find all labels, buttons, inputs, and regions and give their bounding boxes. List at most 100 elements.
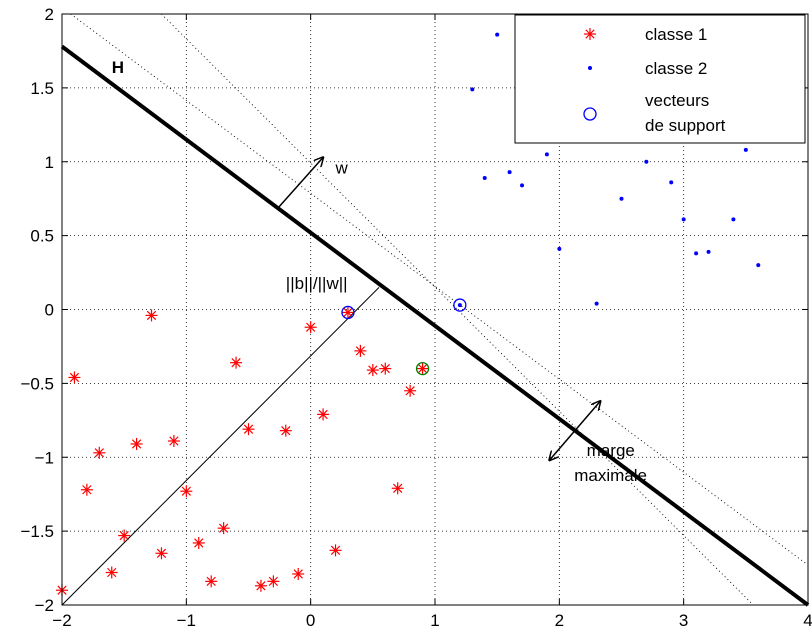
point-classe-1 (93, 446, 106, 459)
x-tick-label: 1 (430, 611, 439, 630)
asterisk-stroke (380, 363, 390, 374)
decision-lines (60, 13, 810, 607)
support-vector-circle (453, 298, 467, 312)
point-classe-1 (329, 544, 342, 557)
y-tick-label: −0.5 (20, 374, 54, 393)
asterisk-stroke (393, 483, 403, 493)
point-classe-2 (457, 303, 462, 308)
point-classe-2 (756, 263, 761, 268)
legend: classe 1 classe 2 vecteurs de support (514, 14, 806, 144)
asterisk-stroke (206, 576, 216, 587)
legend-label-classe-1: classe 1 (645, 25, 707, 44)
legend-label-classe-2: classe 2 (645, 59, 707, 78)
legend-marker-classe-1 (584, 28, 596, 40)
y-tick-label: −1.5 (20, 522, 54, 541)
point-classe-2 (594, 301, 599, 306)
point-classe-1 (217, 522, 230, 535)
point-classe-1 (167, 434, 180, 447)
point-classe-1 (192, 536, 205, 549)
asterisk-stroke (169, 436, 179, 446)
legend-marker-classe-2 (588, 66, 592, 70)
asterisk-stroke (368, 365, 378, 375)
point-classe-2 (619, 196, 624, 201)
point-classe-2 (470, 87, 475, 92)
x-tick-label: 3 (679, 611, 688, 630)
norm-label: ||b||/||w|| (286, 274, 348, 293)
legend-dot (588, 66, 592, 70)
asterisk-stroke (405, 386, 415, 396)
x-tick-label: −1 (177, 611, 196, 630)
w-label: w (335, 159, 349, 178)
point-classe-2 (644, 159, 649, 164)
point-classe-1 (304, 321, 317, 334)
y-tick-label: −2 (35, 596, 54, 615)
legend-circle (583, 107, 597, 121)
asterisk-stroke (231, 358, 241, 368)
support-vector-circle (341, 305, 355, 320)
w-arrow (276, 157, 323, 210)
asterisk-stroke (218, 523, 229, 533)
point-classe-1 (105, 566, 118, 579)
y-tick-label: 1 (45, 153, 54, 172)
point-classe-1 (230, 356, 243, 369)
point-classe-1 (254, 579, 267, 592)
asterisk-stroke (94, 448, 104, 458)
asterisk-stroke (293, 569, 303, 579)
margin-line (161, 13, 754, 606)
margin-arrow (549, 401, 600, 460)
legend-label-support-2: de support (645, 116, 726, 135)
point-classe-1 (354, 344, 367, 357)
point-classe-1 (155, 547, 168, 560)
legend-label-support-1: vecteurs (645, 91, 709, 110)
point-classe-1 (416, 362, 429, 375)
asterisk-stroke (281, 425, 291, 436)
point-classe-2 (669, 180, 674, 185)
y-tick-label: 0 (45, 301, 54, 320)
point-classe-1 (80, 483, 93, 496)
point-classe-1 (317, 408, 330, 421)
asterisk-stroke (181, 486, 192, 496)
point-classe-2 (694, 251, 699, 256)
asterisk-stroke (131, 439, 142, 449)
point-classe-2 (482, 176, 487, 181)
support-vector-circle-green (415, 361, 430, 376)
asterisk-stroke (355, 346, 366, 356)
margin-line (70, 13, 809, 566)
hyperplane-label: H (112, 58, 124, 77)
point-classe-1 (267, 575, 280, 588)
point-classe-2 (731, 217, 736, 222)
point-classe-1 (180, 485, 193, 498)
point-classe-1 (205, 575, 218, 588)
x-tick-label: 2 (555, 611, 564, 630)
asterisk-stroke (107, 567, 117, 578)
point-classe-2 (495, 32, 500, 37)
point-classe-2 (520, 183, 525, 188)
asterisk-stroke (119, 530, 129, 541)
x-tick-label: 0 (306, 611, 315, 630)
asterisk-stroke (156, 548, 167, 558)
data-points (56, 32, 761, 597)
point-classe-2 (706, 249, 711, 254)
asterisk-stroke (146, 310, 157, 321)
point-classe-1 (404, 384, 417, 397)
asterisk-stroke (318, 409, 328, 420)
point-classe-1 (145, 309, 158, 322)
margin-label-line2: maximale (574, 466, 647, 485)
point-classe-1 (118, 529, 131, 542)
point-classe-2 (507, 170, 512, 175)
asterisk-stroke (268, 576, 279, 587)
legend-marker-support-vectors (583, 107, 597, 121)
asterisk-stroke (343, 307, 353, 318)
asterisk-stroke (69, 372, 80, 383)
asterisk-stroke (417, 363, 428, 374)
y-tick-label: 1.5 (30, 79, 54, 98)
point-classe-2 (544, 152, 549, 157)
grid (62, 14, 808, 605)
asterisk-stroke (330, 545, 341, 555)
y-tick-label: 2 (45, 5, 54, 24)
point-classe-1 (366, 364, 379, 377)
y-tick-label: 0.5 (30, 227, 54, 246)
point-classe-2 (681, 217, 686, 222)
point-classe-2 (743, 147, 748, 152)
